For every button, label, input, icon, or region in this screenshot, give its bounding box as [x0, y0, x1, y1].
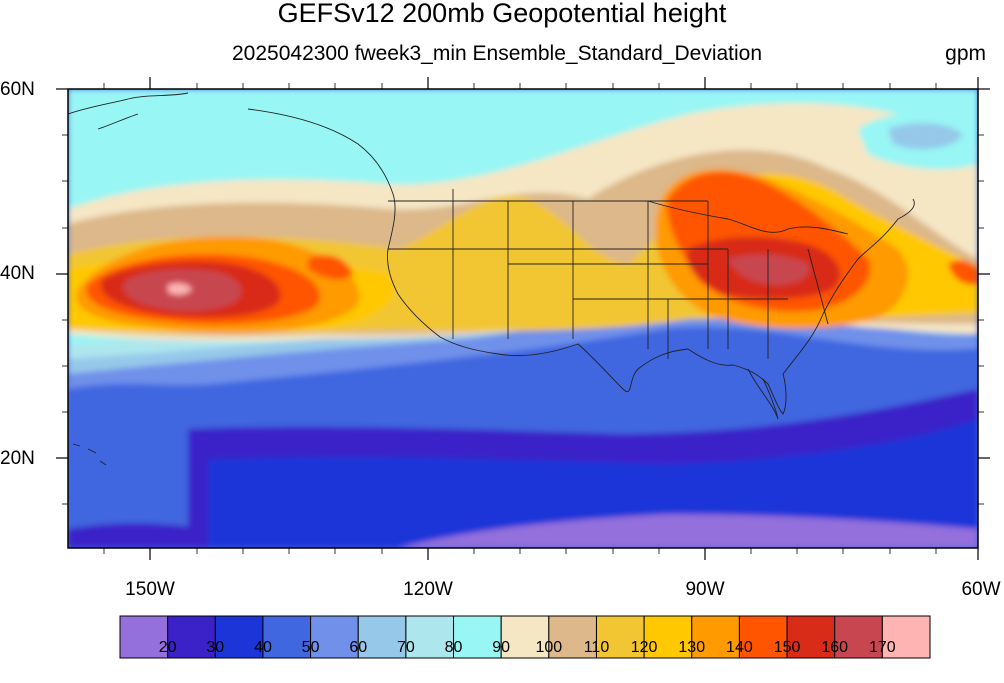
colorbar-label: 60 [349, 639, 368, 656]
colorbar-swatch-2 [214, 615, 264, 659]
colorbar-label: 20 [158, 639, 177, 656]
colorbar-label: 160 [821, 639, 849, 656]
colorbar-swatch-16 [881, 615, 931, 659]
colorbar-swatch-10 [595, 615, 645, 659]
colorbar-swatch-6 [405, 615, 455, 659]
map-title: GEFSv12 200mb Geopotential height [277, 0, 727, 28]
colorbar-swatch-0 [119, 615, 169, 659]
colorbar-swatch-13 [738, 615, 788, 659]
map-subtitle: 2025042300 fweek3_min Ensemble_Standard_… [232, 42, 763, 65]
colorbar-swatch-3 [262, 615, 312, 659]
colorbar-label: 80 [444, 639, 463, 656]
colorbar-label: 50 [301, 639, 320, 656]
colorbar-swatch-7 [453, 615, 502, 659]
colorbar-swatch-9 [548, 615, 597, 659]
colorbar-swatch-11 [643, 615, 693, 659]
colorbar-label: 170 [868, 639, 896, 656]
lon-label-60w: 60W [961, 579, 1001, 600]
lon-label-150w: 150W [125, 579, 175, 600]
colorbar-label: 100 [535, 639, 563, 656]
lon-label-120w: 120W [403, 579, 453, 600]
colorbar-swatch-4 [310, 615, 359, 659]
colorbar-label: 30 [206, 639, 225, 656]
colorbar-swatch-15 [834, 615, 883, 659]
colorbar-label: 150 [773, 639, 801, 656]
lon-label-90w: 90W [685, 579, 725, 600]
colorbar-label: 70 [396, 639, 415, 656]
lat-label-60n: 60N [0, 79, 35, 100]
colorbar-label: 120 [630, 639, 658, 656]
colorbar-label: 140 [726, 639, 753, 656]
colorbar-label: 130 [678, 639, 706, 656]
lat-label-20n: 20N [0, 448, 35, 469]
colorbar-label: 90 [492, 639, 511, 656]
colorbar-label: 40 [254, 639, 272, 656]
colorbar-label: 110 [583, 639, 610, 656]
colorbar-swatch-12 [691, 615, 740, 659]
lat-label-40n: 40N [0, 263, 35, 284]
units-label: gpm [945, 42, 986, 65]
